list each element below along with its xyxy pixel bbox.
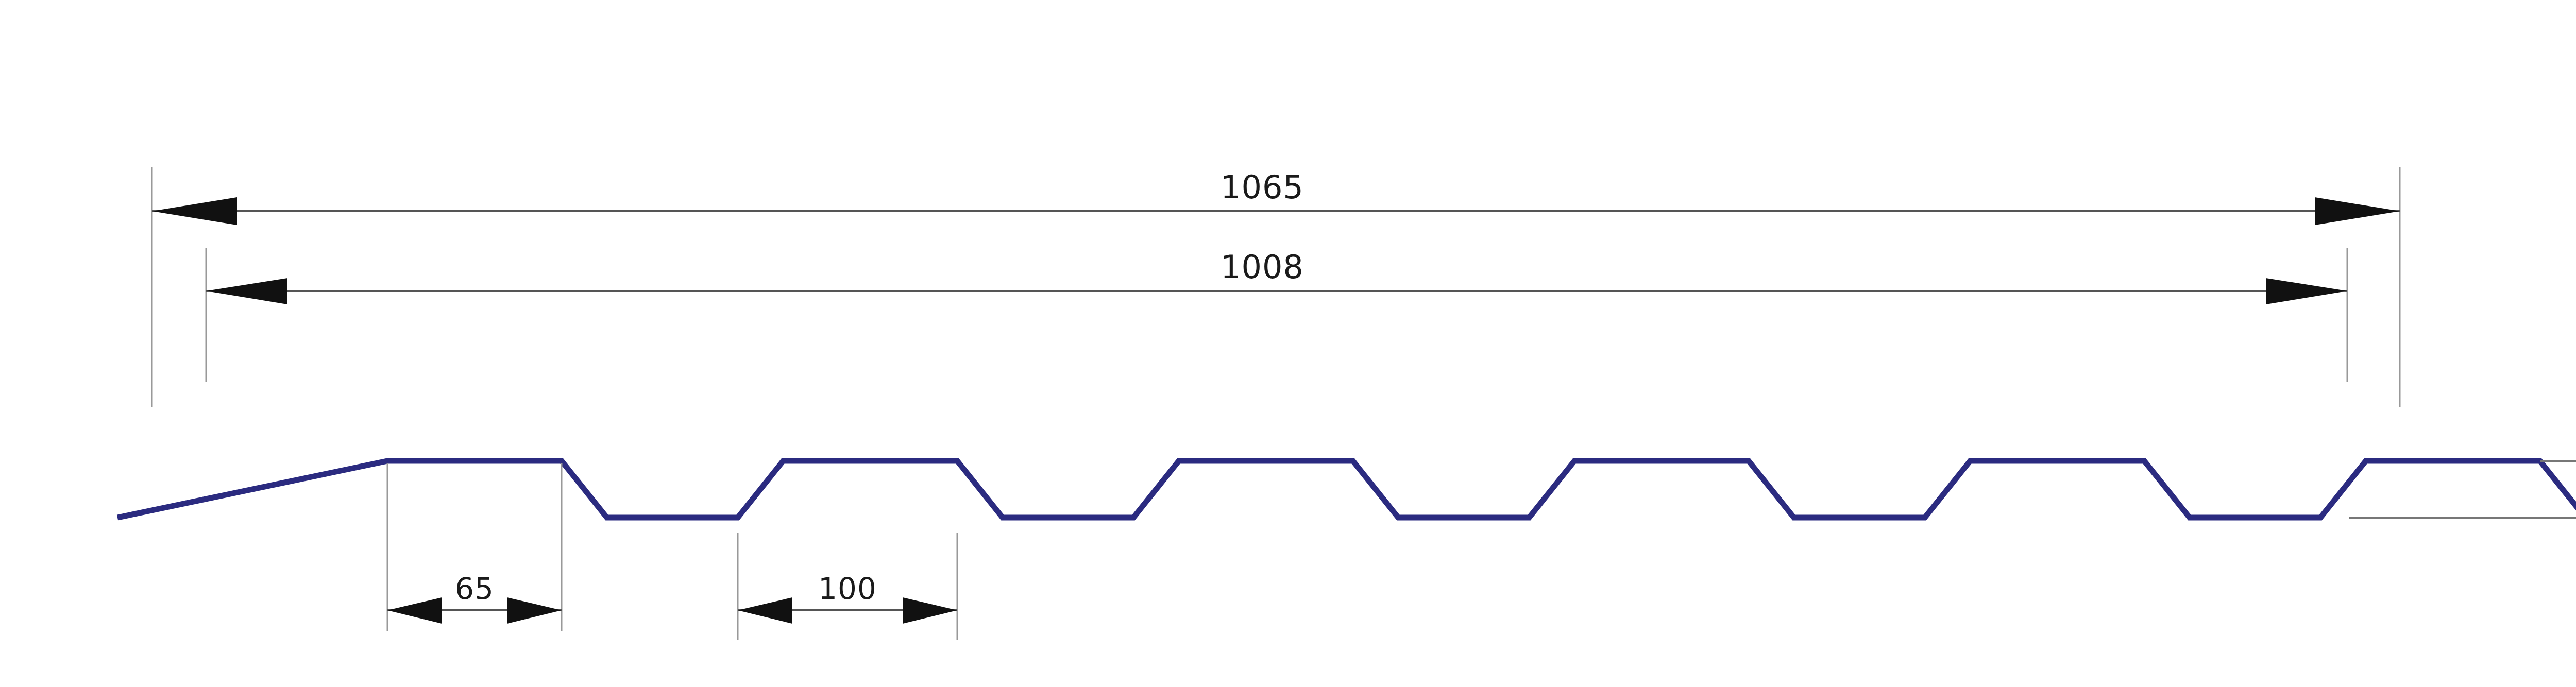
dimension-useful-width: 1008 — [205, 248, 2348, 382]
arrow-right-1065-icon — [2315, 197, 2400, 225]
arrow-left-1065-icon — [152, 197, 237, 225]
arrow-right-100-icon — [903, 597, 957, 624]
dimension-overall-width: 1065 — [151, 167, 2401, 407]
dimension-label-1065: 1065 — [1221, 168, 1304, 206]
arrow-right-1008-icon — [2266, 278, 2347, 304]
dimension-label-100: 100 — [818, 571, 877, 606]
profile-polyline — [116, 458, 2576, 521]
dimension-crest-width: 65 — [386, 463, 563, 631]
dimension-label-65: 65 — [455, 571, 494, 606]
dimension-label-1008: 1008 — [1221, 248, 1304, 286]
arrow-left-100-icon — [738, 597, 792, 624]
dimension-pitch: 100 — [737, 533, 958, 640]
arrow-left-1008-icon — [206, 278, 287, 304]
arrow-left-65-icon — [387, 597, 442, 624]
dimension-height: 21 мм — [2349, 460, 2576, 519]
sheet-profile-outline — [116, 458, 2576, 521]
arrow-right-65-icon — [507, 597, 562, 624]
